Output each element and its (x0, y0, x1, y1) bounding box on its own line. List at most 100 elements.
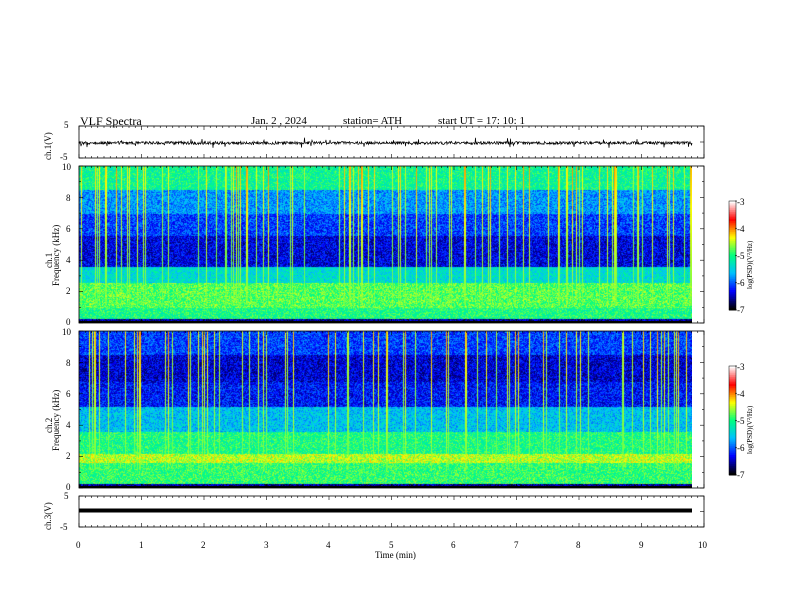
sp2-ytick: 6 (66, 389, 71, 399)
ch1-colorbar-swatch (729, 277, 736, 280)
ch3-waveform-panel (78, 495, 705, 528)
x-tick: 1 (139, 540, 144, 550)
x-axis-label: Time (min) (375, 550, 416, 560)
ch2-colorbar-swatch (729, 385, 736, 389)
ch3-ytick-bottom: -5 (60, 522, 68, 532)
ch1-spectrogram-ylabel-line2: Frequency (kHz) (51, 224, 61, 286)
ch1-ytick-top: 5 (64, 120, 69, 130)
cb1-tick: -3 (737, 197, 745, 207)
ch2-colorbar-swatch (729, 389, 736, 392)
ch2-colorbar-swatch (729, 449, 736, 452)
ch1-colorbar-swatch (729, 208, 736, 211)
ch2-spectrogram-ylabel-line2: Frequency (kHz) (51, 389, 61, 451)
ch1-colorbar-swatch (729, 251, 736, 255)
ch2-colorbar-swatch (729, 469, 736, 472)
ch2-colorbar-swatch (729, 462, 736, 465)
ch1-colorbar-swatch (729, 257, 736, 260)
ch2-colorbar-swatch (729, 396, 736, 400)
ch1-colorbar-swatch (729, 273, 736, 276)
sp1-ytick: 2 (66, 286, 71, 296)
ch2-colorbar-swatch (729, 431, 736, 434)
ch2-colorbar-swatch (729, 404, 736, 407)
x-tick: 7 (514, 540, 519, 550)
x-tick: 2 (201, 540, 206, 550)
ch1-colorbar-swatch (729, 290, 736, 293)
ch2-colorbar-swatch (729, 460, 736, 463)
ch2-colorbar-swatch (729, 407, 736, 411)
ch1-colorbar-swatch (729, 288, 736, 291)
ch1-colorbar-swatch (729, 242, 736, 246)
ch1-colorbar-swatch (729, 295, 736, 298)
cb1-tick: -7 (737, 305, 745, 315)
ch1-colorbar-swatch (729, 213, 736, 217)
ch1-colorbar-swatch (729, 308, 736, 311)
ch1-colorbar-swatch (729, 248, 736, 251)
sp2-ytick: 0 (66, 482, 71, 492)
ch2-colorbar-swatch (729, 415, 736, 418)
ch1-colorbar-swatch (729, 270, 736, 273)
ch1-colorbar-swatch (729, 201, 736, 204)
ch1-colorbar-swatch (729, 217, 736, 220)
x-tick: 4 (326, 540, 331, 550)
ch1-colorbar-swatch (729, 220, 736, 224)
ch1-colorbar-swatch (729, 206, 736, 209)
ch1-colorbar-swatch (729, 226, 736, 229)
x-tick: 0 (76, 540, 81, 550)
ch2-colorbar-swatch (729, 391, 736, 394)
ch2-colorbar-swatch (729, 375, 736, 378)
ch1-colorbar-swatch (729, 255, 736, 258)
ch1-colorbar-swatch (729, 233, 736, 237)
ch2-colorbar-swatch (729, 440, 736, 443)
ch1-colorbar-swatch (729, 280, 736, 284)
sp2-ytick: 10 (62, 327, 71, 337)
ch2-colorbar-swatch (729, 436, 736, 440)
ch2-colorbar-swatch (729, 427, 736, 431)
ch2-colorbar-swatch (729, 429, 736, 432)
ch2-colorbar-swatch (729, 405, 736, 409)
ch2-colorbar-swatch (729, 384, 736, 387)
chart-title: VLF Spectra (80, 114, 142, 128)
ch2-colorbar-swatch (729, 413, 736, 416)
sp1-ytick: 8 (66, 193, 71, 203)
ch2-colorbar-swatch (729, 444, 736, 447)
sp1-ytick: 6 (66, 224, 71, 234)
ch2-colorbar-swatch (729, 473, 736, 476)
ch2-colorbar-swatch (729, 435, 736, 438)
ch2-colorbar-swatch (729, 411, 736, 414)
ch2-colorbar-swatch (729, 416, 736, 420)
ch2-spectrogram-panel (78, 330, 705, 489)
ch1-colorbar-swatch (729, 231, 736, 235)
ch2-colorbar-swatch (729, 433, 736, 436)
ch1-colorbar-swatch (729, 293, 736, 296)
ch2-colorbar-swatch (729, 402, 736, 405)
ch1-colorbar-swatch (729, 268, 736, 271)
ch1-colorbar (728, 200, 737, 311)
ch1-colorbar-swatch (729, 210, 736, 213)
ch1-colorbar-swatch (729, 211, 736, 215)
ch2-colorbar-swatch (729, 378, 736, 382)
ch2-colorbar-swatch (729, 422, 736, 425)
x-tick: 8 (576, 540, 581, 550)
ch1-colorbar-swatch (729, 259, 736, 262)
ch1-ytick-bottom: -5 (60, 152, 68, 162)
ch2-colorbar-swatch (729, 409, 736, 412)
ch2-colorbar-swatch (729, 464, 736, 467)
ch1-colorbar-swatch (729, 284, 736, 287)
ch2-colorbar-swatch (729, 380, 736, 383)
cb1-tick: -5 (737, 251, 745, 261)
cb2-tick: -4 (737, 389, 745, 399)
x-tick: 3 (264, 540, 269, 550)
ch1-colorbar-swatch (729, 266, 736, 269)
ch1-colorbar-swatch (729, 239, 736, 242)
ch2-colorbar-swatch (729, 400, 736, 403)
ch1-colorbar-swatch (729, 235, 736, 238)
ch1-colorbar-swatch (729, 286, 736, 289)
ch2-colorbar-swatch (729, 387, 736, 391)
cb1-label: log(PSD)(V²/Hz) (746, 240, 754, 289)
cb2-label: log(PSD)(V²/Hz) (746, 405, 754, 454)
ch1-colorbar-swatch (729, 306, 736, 309)
ch1-colorbar-swatch (729, 299, 736, 302)
ch1-colorbar-swatch (729, 264, 736, 267)
ch1-colorbar-swatch (729, 279, 736, 282)
ch2-colorbar-swatch (729, 465, 736, 469)
